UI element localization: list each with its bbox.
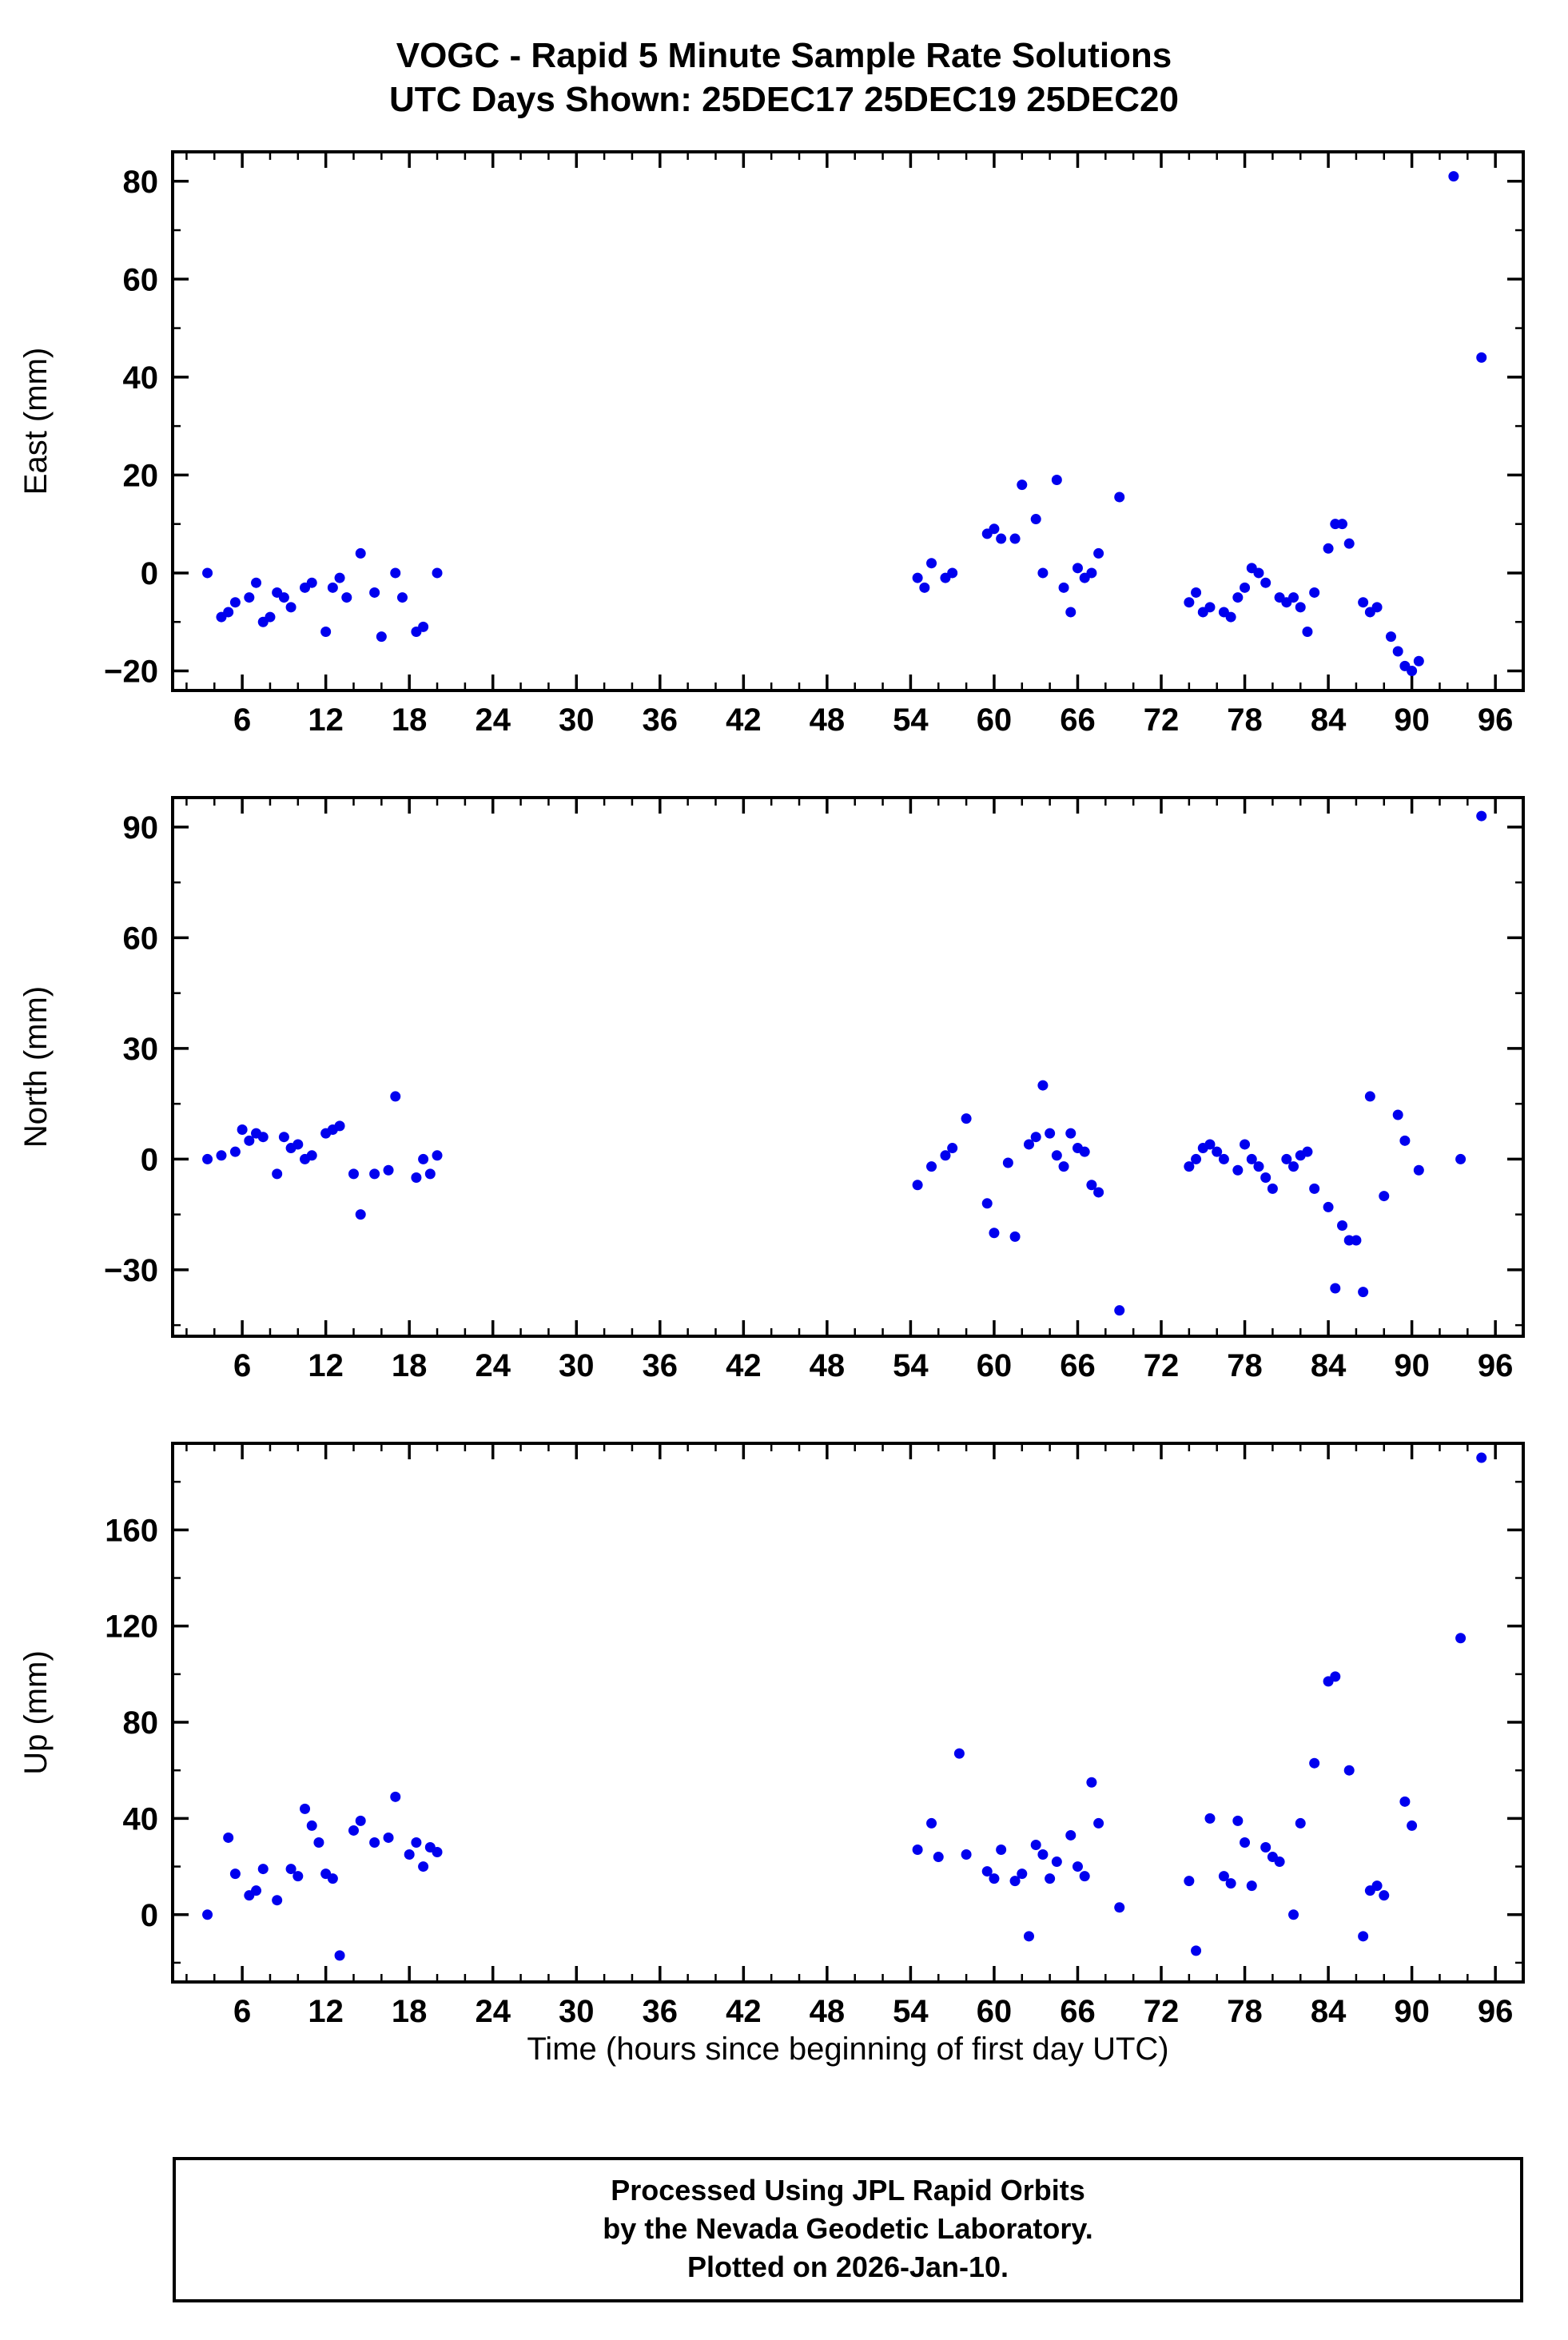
svg-text:42: 42 xyxy=(726,1994,762,2029)
svg-text:18: 18 xyxy=(392,1994,428,2029)
svg-text:96: 96 xyxy=(1478,702,1514,738)
svg-text:18: 18 xyxy=(392,1348,428,1383)
svg-text:36: 36 xyxy=(643,702,679,738)
svg-text:40: 40 xyxy=(123,1801,159,1837)
footer-line-2: by the Nevada Geodetic Laboratory. xyxy=(603,2211,1093,2245)
svg-text:18: 18 xyxy=(392,702,428,738)
svg-text:72: 72 xyxy=(1144,1994,1180,2029)
svg-text:6: 6 xyxy=(233,1994,251,2029)
svg-text:90: 90 xyxy=(1394,1348,1430,1383)
svg-text:66: 66 xyxy=(1060,1348,1096,1383)
svg-text:60: 60 xyxy=(977,1348,1013,1383)
svg-text:30: 30 xyxy=(559,702,595,738)
svg-text:−30: −30 xyxy=(104,1253,158,1288)
svg-text:48: 48 xyxy=(810,1994,846,2029)
svg-text:0: 0 xyxy=(141,556,158,591)
svg-text:66: 66 xyxy=(1060,702,1096,738)
svg-text:80: 80 xyxy=(123,1705,159,1741)
svg-text:6: 6 xyxy=(233,702,251,738)
svg-text:24: 24 xyxy=(475,1348,511,1383)
svg-text:42: 42 xyxy=(726,702,762,738)
svg-text:78: 78 xyxy=(1227,1994,1263,2029)
footer-box: Processed Using JPL Rapid Orbits by the … xyxy=(173,2157,1523,2302)
svg-text:0: 0 xyxy=(141,1142,158,1177)
svg-text:36: 36 xyxy=(643,1348,679,1383)
title-block: VOGC - Rapid 5 Minute Sample Rate Soluti… xyxy=(0,34,1568,121)
svg-text:80: 80 xyxy=(123,165,159,200)
svg-text:12: 12 xyxy=(308,1348,344,1383)
svg-text:60: 60 xyxy=(123,262,159,297)
svg-text:6: 6 xyxy=(233,1348,251,1383)
svg-text:54: 54 xyxy=(893,1348,929,1383)
svg-text:42: 42 xyxy=(726,1348,762,1383)
north-scatter-panel: 6 12 18 24 30 36 42 48 54 60 66 72 78 84 90 96 −30 0 30 60 9… xyxy=(18,796,1525,1383)
svg-text:48: 48 xyxy=(810,1348,846,1383)
svg-text:30: 30 xyxy=(559,1348,595,1383)
svg-text:East (mm): East (mm) xyxy=(18,348,54,495)
svg-text:30: 30 xyxy=(123,1032,159,1067)
svg-text:60: 60 xyxy=(123,921,159,956)
svg-text:84: 84 xyxy=(1311,1348,1347,1383)
east-scatter-panel: 6 12 18 24 30 36 42 48 54 60 66 72 78 84 90 96 −20 0 20 40 6… xyxy=(18,150,1525,738)
svg-text:72: 72 xyxy=(1144,1348,1180,1383)
svg-text:54: 54 xyxy=(893,702,929,738)
svg-text:78: 78 xyxy=(1227,1348,1263,1383)
svg-text:48: 48 xyxy=(810,702,846,738)
svg-text:160: 160 xyxy=(105,1513,158,1548)
svg-text:96: 96 xyxy=(1478,1348,1514,1383)
svg-text:36: 36 xyxy=(643,1994,679,2029)
svg-text:24: 24 xyxy=(475,1994,511,2029)
svg-text:66: 66 xyxy=(1060,1994,1096,2029)
svg-text:Up (mm): Up (mm) xyxy=(18,1650,54,1775)
svg-text:90: 90 xyxy=(1394,1994,1430,2029)
svg-text:84: 84 xyxy=(1311,702,1347,738)
svg-text:60: 60 xyxy=(977,702,1013,738)
svg-text:84: 84 xyxy=(1311,1994,1347,2029)
chart-title: VOGC - Rapid 5 Minute Sample Rate Soluti… xyxy=(396,36,1172,75)
svg-text:54: 54 xyxy=(893,1994,929,2029)
svg-text:North (mm): North (mm) xyxy=(18,986,54,1148)
svg-text:12: 12 xyxy=(308,1994,344,2029)
svg-text:12: 12 xyxy=(308,702,344,738)
svg-text:24: 24 xyxy=(475,702,511,738)
svg-text:120: 120 xyxy=(105,1610,158,1645)
svg-text:90: 90 xyxy=(123,810,159,846)
svg-text:−20: −20 xyxy=(104,654,158,689)
footer-line-3: Plotted on 2026-Jan-10. xyxy=(686,2250,1009,2283)
svg-text:78: 78 xyxy=(1227,702,1263,738)
x-axis-label: Time (hours since beginning of first day… xyxy=(527,2032,1169,2067)
svg-text:0: 0 xyxy=(141,1898,158,1933)
footer-line-1: Processed Using JPL Rapid Orbits xyxy=(611,2174,1085,2207)
svg-text:20: 20 xyxy=(123,458,159,493)
svg-text:40: 40 xyxy=(123,360,159,396)
svg-text:96: 96 xyxy=(1478,1994,1514,2029)
chart-subtitle: UTC Days Shown: 25DEC17 25DEC19 25DEC20 xyxy=(389,80,1179,119)
up-scatter-panel: 6 12 18 24 30 36 42 48 54 60 66 72 78 84 90 96 0 40 80 120 1… xyxy=(18,1442,1525,2029)
svg-text:30: 30 xyxy=(559,1994,595,2029)
svg-text:72: 72 xyxy=(1144,702,1180,738)
svg-text:60: 60 xyxy=(977,1994,1013,2029)
svg-text:90: 90 xyxy=(1394,702,1430,738)
